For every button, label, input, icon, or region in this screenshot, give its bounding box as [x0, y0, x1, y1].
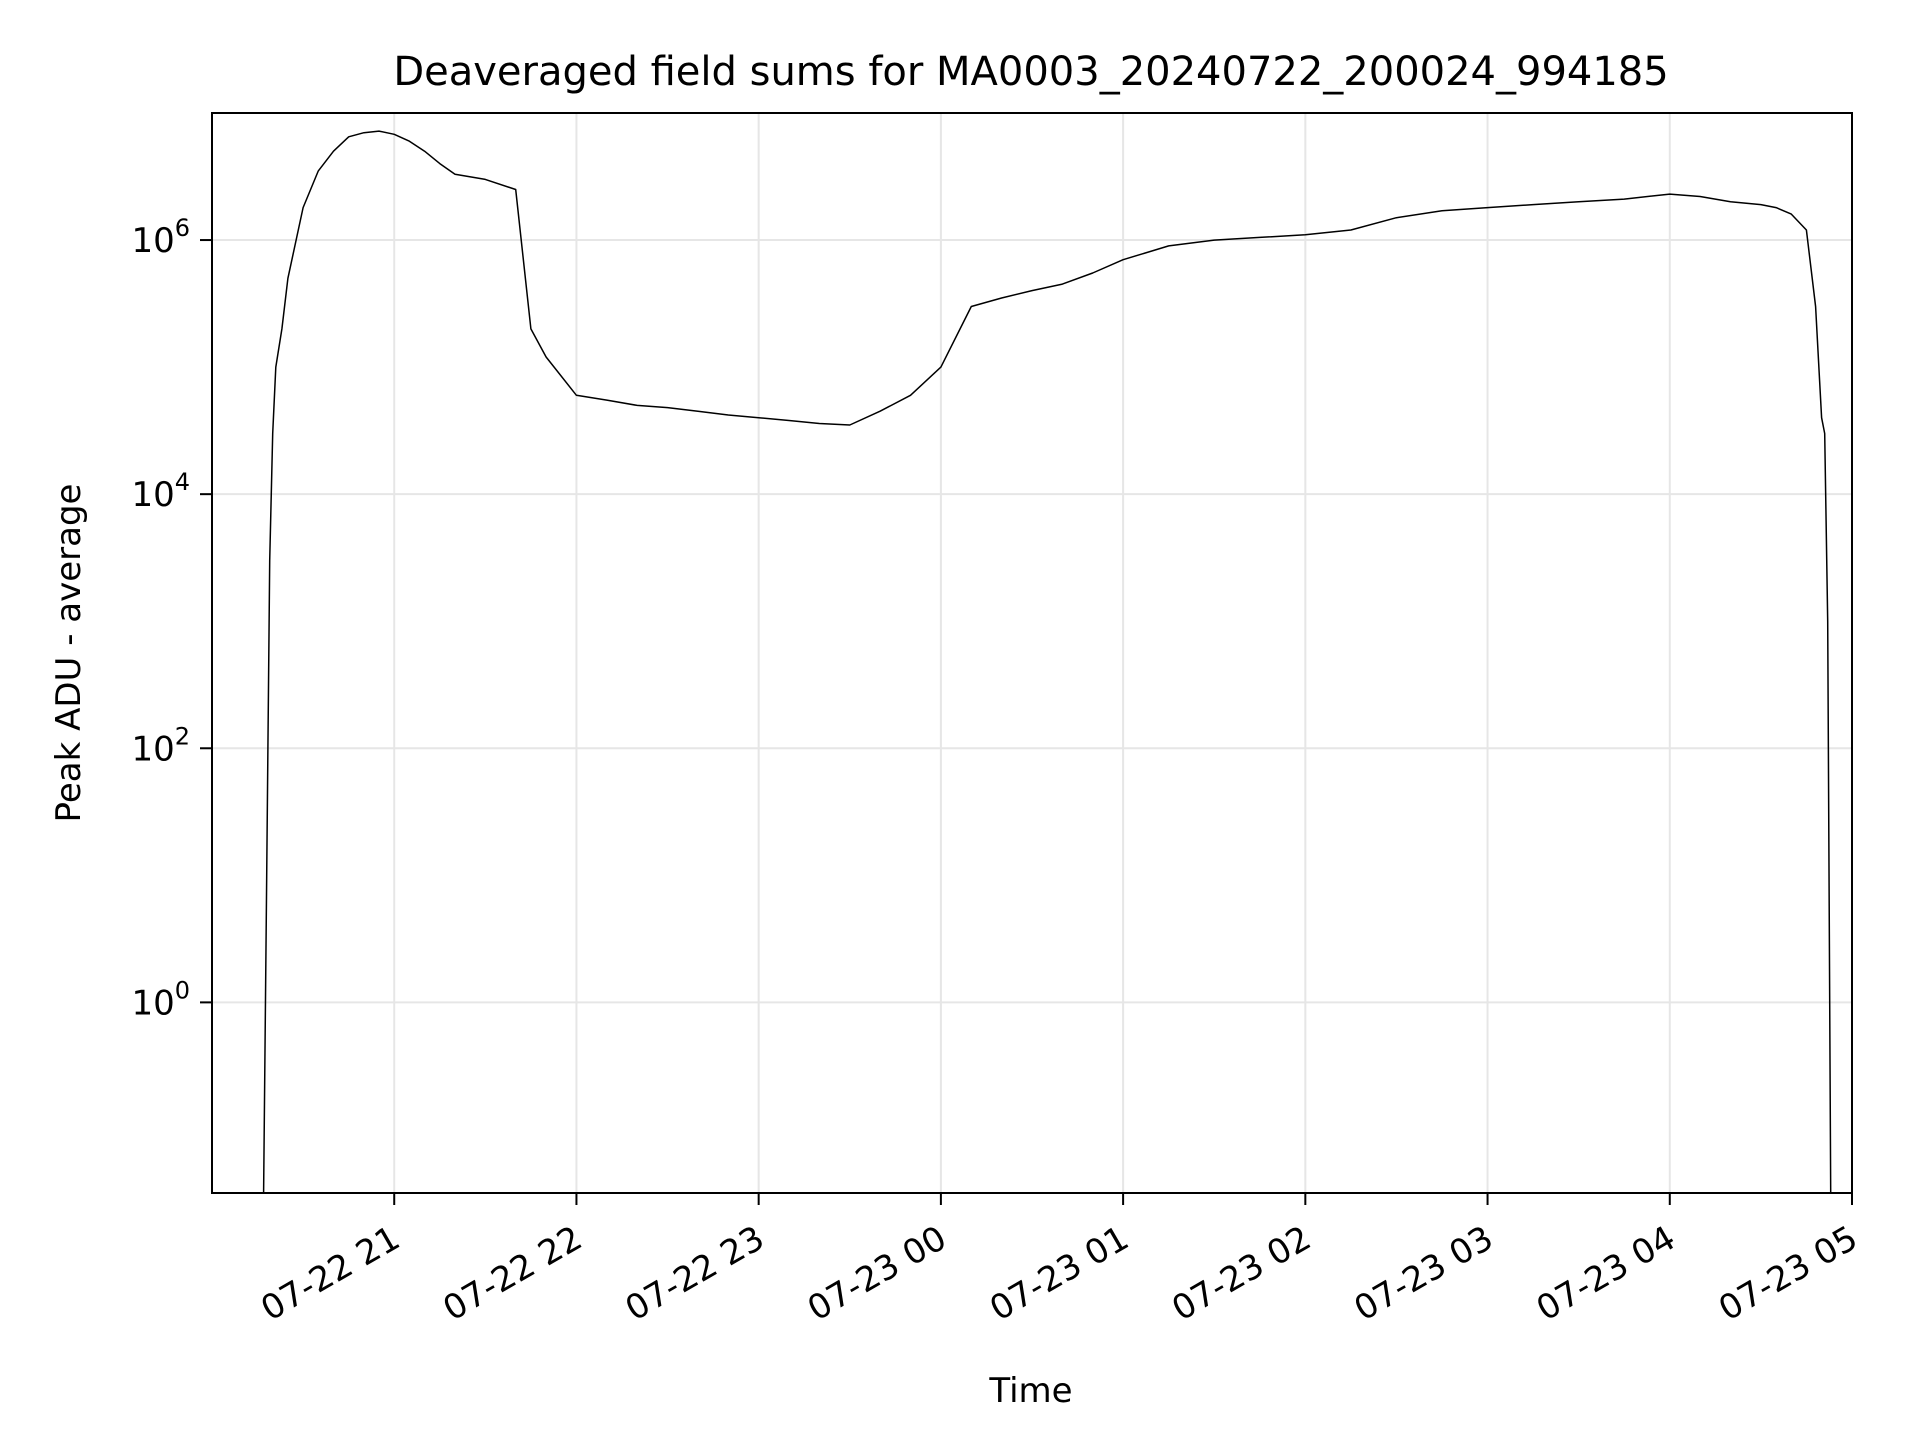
y-tick-label: 104 — [131, 468, 190, 515]
x-tick-label: 07-23 05 — [1712, 1218, 1864, 1329]
grid — [212, 113, 1853, 1193]
plot-frame — [211, 112, 1853, 1194]
y-tick-label: 100 — [131, 976, 190, 1023]
y-tick-label: 106 — [131, 214, 190, 261]
plot-area — [262, 130, 1832, 1194]
x-tick-label: 07-23 01 — [983, 1218, 1135, 1329]
chart-title: Deaveraged field sums for MA0003_2024072… — [393, 49, 1668, 95]
x-tick-label: 07-23 00 — [801, 1218, 953, 1329]
x-tick-label: 07-23 03 — [1348, 1218, 1500, 1329]
x-tick-label: 07-23 02 — [1165, 1218, 1317, 1329]
x-tick-label: 07-22 22 — [437, 1218, 589, 1329]
y-tick-label: 102 — [131, 722, 190, 769]
y-axis-label: Peak ADU - average — [49, 484, 89, 823]
x-axis: 07-22 21 07-22 22 07-22 23 07-23 00 07-23 01… — [254, 1193, 1865, 1329]
x-tick-label: 07-22 21 — [254, 1218, 406, 1329]
x-axis-label: Time — [988, 1371, 1072, 1411]
x-tick-label: 07-23 04 — [1530, 1218, 1682, 1329]
y-axis: 100 102 104 106 — [131, 214, 212, 1023]
x-tick-label: 07-22 23 — [619, 1218, 771, 1329]
series-line-0 — [262, 130, 1832, 1194]
